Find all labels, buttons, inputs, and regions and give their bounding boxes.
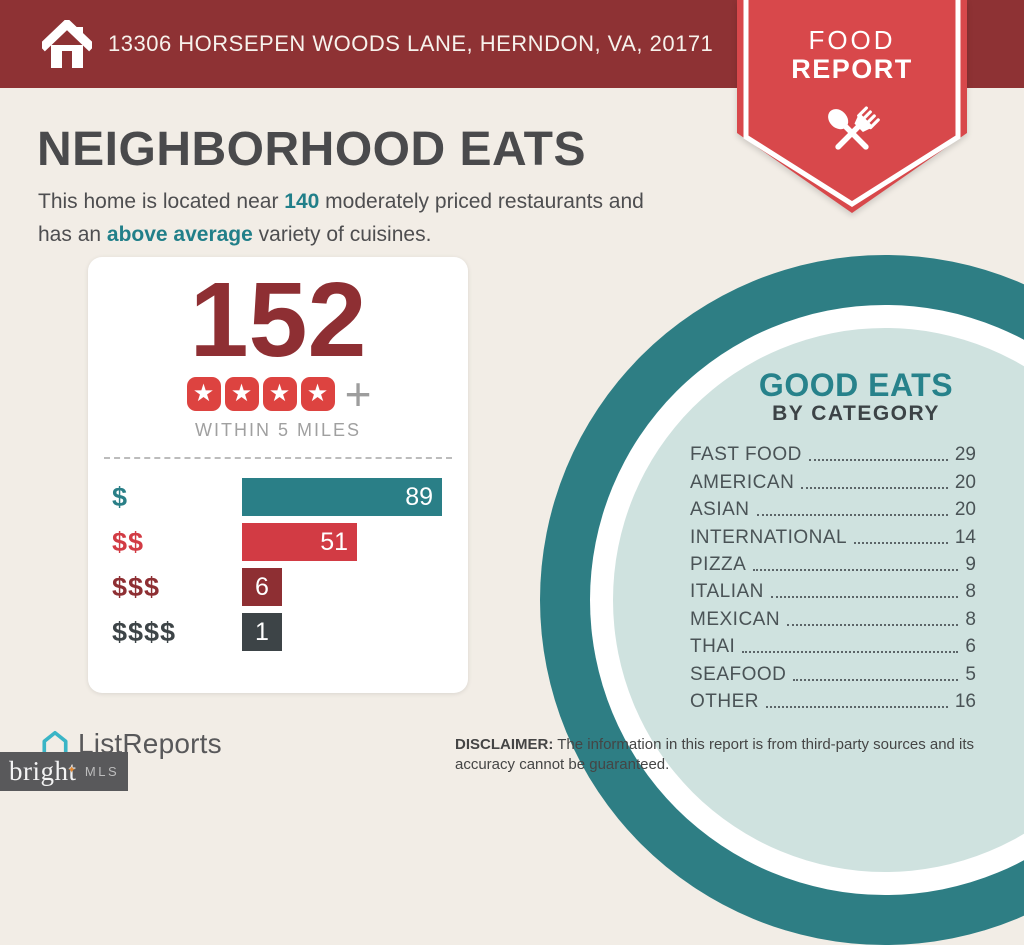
dot-leader	[854, 541, 948, 544]
price-tier-label: $$	[112, 526, 145, 557]
dot-leader	[756, 514, 948, 517]
radius-label: WITHIN 5 MILES	[194, 420, 361, 440]
category-label: FAST FOOD	[690, 444, 802, 466]
category-value: 16	[954, 690, 976, 712]
bright-star-icon: ✦	[67, 765, 76, 776]
disclaimer-label: DISCLAIMER:	[455, 736, 554, 753]
ribbon-report-line: REPORT	[791, 53, 913, 84]
price-bar: 6	[242, 568, 282, 606]
star-badge: ★	[224, 377, 259, 411]
dot-leader	[801, 486, 948, 489]
price-bar: 51	[242, 523, 357, 561]
dot-leader	[770, 596, 959, 599]
category-label: AMERICAN	[690, 471, 795, 493]
price-bar-value: 1	[255, 617, 269, 646]
price-bar-row: $$$ 6	[112, 568, 444, 606]
category-value: 6	[965, 636, 976, 658]
bright-wordmark: bright	[9, 756, 77, 786]
total-count: 152	[189, 261, 367, 379]
intro-highlight: above average	[106, 222, 253, 246]
category-label: OTHER	[690, 690, 759, 712]
category-value: 8	[965, 581, 976, 603]
category-row: FAST FOOD 29	[690, 441, 976, 468]
price-bar-value: 6	[255, 572, 269, 601]
disclaimer: DISCLAIMER: The information in this repo…	[455, 735, 1000, 776]
bright-mls-badge: bright ✦ MLS	[0, 752, 128, 791]
intro-line2-pre: has an	[38, 222, 107, 246]
intro-pre: This home is located near	[38, 190, 285, 213]
intro-mid: moderately priced restaurants and	[319, 190, 644, 213]
property-address: 13306 HORSEPEN WOODS LANE, HERNDON, VA, …	[108, 31, 714, 56]
star-badge: ★	[186, 377, 221, 411]
category-label: ITALIAN	[690, 581, 764, 603]
stars-line: ★ ★ ★ ★ +	[88, 368, 468, 420]
category-value: 14	[954, 526, 976, 548]
category-row: MEXICAN 8	[690, 605, 976, 632]
price-bar-row: $$ 51	[112, 523, 444, 561]
stars-row: ★ ★ ★ ★	[185, 377, 337, 411]
price-bar: 1	[242, 613, 282, 651]
category-value: 5	[965, 663, 976, 685]
category-list: FAST FOOD 29 AMERICAN 20 ASIAN 20 INTERNATIONA…	[690, 441, 976, 715]
category-row: AMERICAN 20	[690, 468, 976, 495]
home-icon	[42, 20, 92, 68]
star-badge: ★	[300, 377, 335, 411]
dot-leader	[793, 678, 959, 681]
star-badge: ★	[262, 377, 297, 411]
dot-leader	[753, 568, 959, 571]
category-value: 8	[965, 608, 976, 630]
intro-post: variety of cuisines.	[252, 222, 432, 246]
category-row: INTERNATIONAL 14	[690, 523, 976, 550]
ribbon-text: FOOD REPORT	[737, 26, 967, 84]
price-bar-row: $$$$ 1	[112, 613, 444, 651]
spoon-fork-icon	[828, 106, 880, 150]
category-value: 20	[954, 499, 976, 521]
food-report-ribbon: FOOD REPORT	[737, 0, 967, 216]
plus-icon: +	[344, 368, 372, 420]
good-eats-subtitle: BY CATEGORY	[772, 402, 940, 425]
ribbon-food-line: FOOD	[808, 25, 896, 55]
restaurant-count: 140	[284, 190, 320, 213]
intro-text: This home is located near 140 moderately…	[38, 186, 758, 251]
price-bar-row: $89	[112, 478, 444, 516]
category-row: THAI 6	[690, 633, 976, 660]
category-value: 29	[954, 444, 976, 466]
category-label: THAI	[690, 636, 736, 658]
category-label: INTERNATIONAL	[690, 526, 848, 548]
category-row: PIZZA 9	[690, 551, 976, 578]
price-bar-value: 51	[320, 527, 348, 556]
category-value: 9	[965, 553, 976, 575]
category-row: OTHER 16	[690, 688, 976, 715]
category-row: ASIAN 20	[690, 496, 976, 523]
disclaimer-text: The information in this report is from t…	[455, 736, 975, 774]
dot-leader	[742, 651, 959, 654]
restaurant-count-card: 152 ★ ★ ★ ★ + WITHIN 5 MILES $89 $$ 51 $$$ 6 $$$…	[88, 257, 468, 693]
ribbon-shape	[737, 0, 967, 213]
category-row: ITALIAN 8	[690, 578, 976, 605]
category-label: ASIAN	[690, 499, 750, 521]
price-bars: $89 $$ 51 $$$ 6 $$$$ 1	[88, 459, 468, 651]
price-bar: 89	[242, 478, 442, 516]
category-label: SEAFOOD	[690, 663, 787, 685]
category-row: SEAFOOD 5	[690, 660, 976, 687]
dashed-divider	[104, 457, 452, 459]
category-label: PIZZA	[690, 553, 747, 575]
category-label: MEXICAN	[690, 608, 781, 630]
price-bar-value: 89	[405, 482, 433, 511]
mls-suffix: MLS	[84, 764, 120, 779]
good-eats-circle-fill	[613, 328, 1024, 872]
page-title: NEIGHBORHOOD EATS	[37, 123, 586, 176]
dot-leader	[766, 705, 948, 708]
price-tier-label: $$$	[112, 571, 161, 602]
price-tier-label: $$$$	[112, 616, 177, 647]
dot-leader	[787, 623, 959, 626]
price-tier-label: $	[112, 481, 129, 512]
dot-leader	[808, 459, 948, 462]
category-value: 20	[954, 471, 976, 493]
good-eats-title: GOOD EATS	[758, 367, 954, 403]
